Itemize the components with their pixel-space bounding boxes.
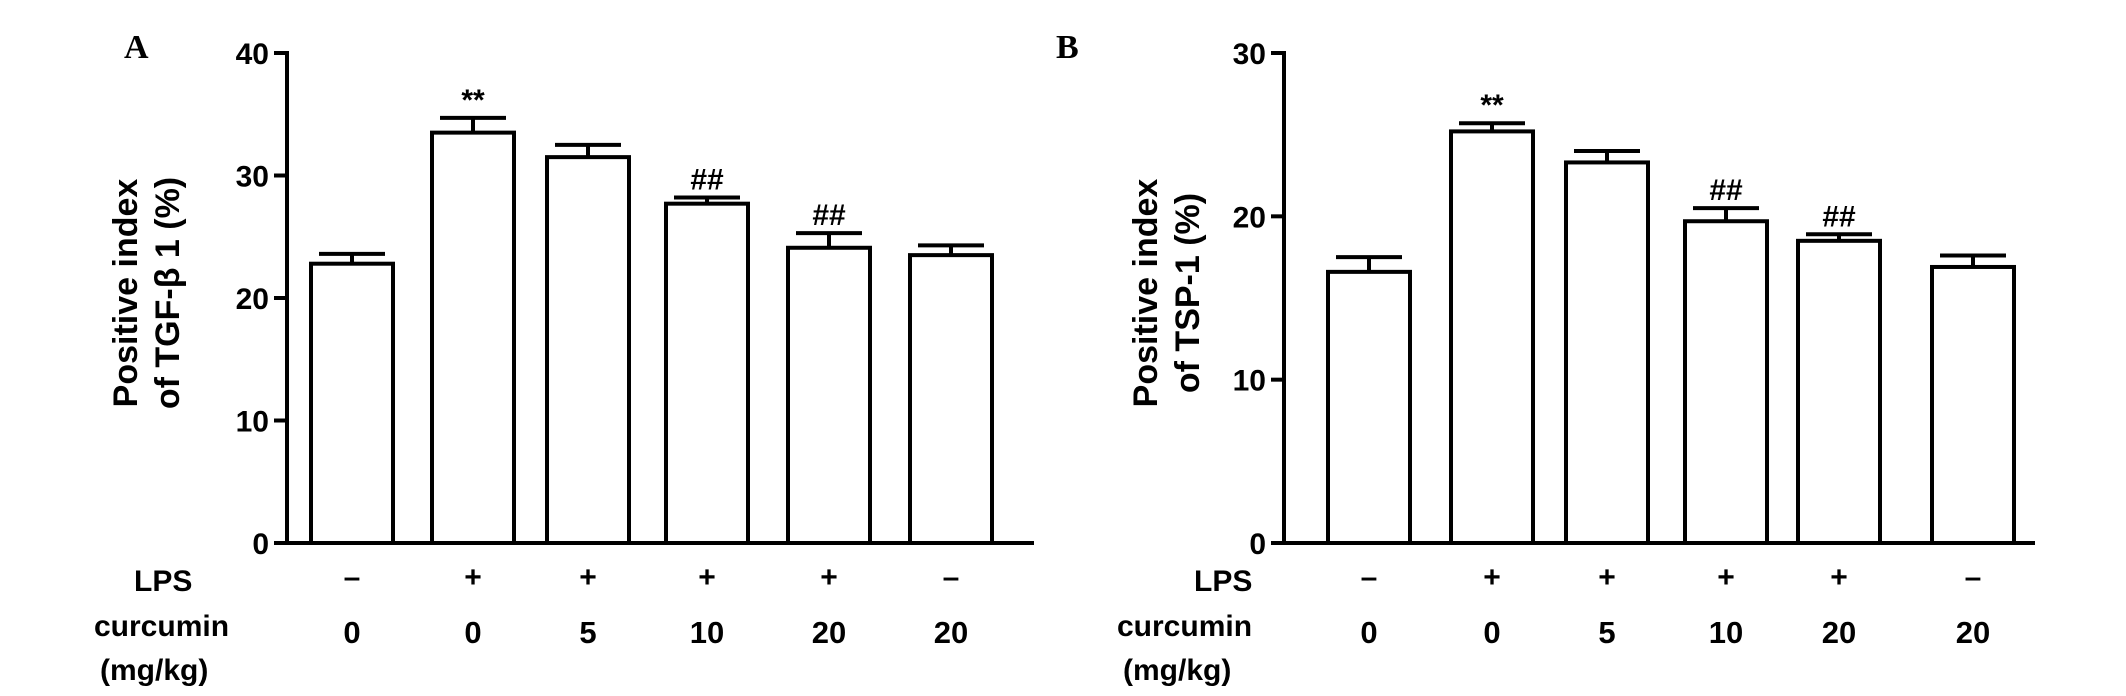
- panel-a-letter: A: [124, 29, 149, 66]
- panel-b-lps-symbol: –: [1965, 561, 1982, 594]
- panel-a-curcumin-row-label: curcumin: [94, 610, 229, 643]
- panel-a-lps-symbol: +: [579, 561, 597, 594]
- panel-b-curcumin-dose: 5: [1598, 615, 1615, 650]
- panel-a-lps-symbol: +: [698, 561, 716, 594]
- panel-a-y-tick-label: 40: [236, 38, 269, 71]
- panel-b-y-tick-label: 20: [1233, 201, 1266, 234]
- panel-b-lps-symbol: +: [1717, 561, 1735, 594]
- panel-a-bar: [430, 130, 516, 545]
- panel-b-significance-label: ##: [1822, 200, 1856, 233]
- panel-a-curcumin-dose: 0: [343, 615, 360, 650]
- panel-a-curcumin-dose: 0: [464, 615, 481, 650]
- panel-b-bar: [1449, 129, 1535, 545]
- panel-b-lps-symbol: +: [1830, 561, 1848, 594]
- panel-b-y-tick-label: 0: [1249, 528, 1266, 561]
- panel-b-curcumin-dose: 20: [1822, 615, 1856, 650]
- panel-b-lps-row-label: LPS: [1194, 565, 1252, 598]
- panel-a-y-tick-label: 10: [236, 406, 269, 439]
- panel-a-lps-symbol: +: [464, 561, 482, 594]
- panel-b-y-axis-label-line: of TSP-1 (%): [1169, 193, 1207, 393]
- panel-a-curcumin-dose: 20: [812, 615, 846, 650]
- panel-b-curcumin-dose: 0: [1360, 615, 1377, 650]
- panel-a-bar: [786, 245, 872, 545]
- panel-a-y-tick-label: 0: [252, 528, 269, 561]
- panel-a-bar: [545, 155, 631, 545]
- panel-a-bar: [664, 201, 750, 546]
- panel-a-bar: [908, 253, 994, 545]
- panel-a-y-tick-label: 20: [236, 283, 269, 316]
- panel-b-curcumin-dose: 10: [1709, 615, 1743, 650]
- panel-a-lps-symbol: +: [820, 561, 838, 594]
- panel-a-lps-symbol: –: [943, 561, 960, 594]
- panel-a-significance-label: ##: [812, 199, 846, 232]
- panel-a-bar: [309, 261, 395, 545]
- panel-a-lps-row-label: LPS: [134, 565, 192, 598]
- panel-b-lps-symbol: –: [1361, 561, 1378, 594]
- panel-b-bar: [1683, 219, 1769, 545]
- panel-b-lps-symbol: +: [1483, 561, 1501, 594]
- panel-a-unit-row-label: (mg/kg): [100, 654, 208, 687]
- panel-b-letter: B: [1056, 29, 1079, 66]
- panel-b-curcumin-row-label: curcumin: [1117, 610, 1252, 643]
- panel-b-lps-symbol: +: [1598, 561, 1616, 594]
- panel-b-y-axis-label: Positive index of TSP-1 (%): [1127, 179, 1207, 408]
- panel-b-significance-label: ##: [1709, 174, 1743, 207]
- panel-a-y-tick-label: 30: [236, 161, 269, 194]
- panel-b-bar: [1326, 269, 1412, 545]
- panel-a-y-axis-label: Positive index of TGF-β 1 (%): [107, 177, 187, 409]
- panel-a-significance-label: **: [461, 84, 485, 117]
- panel-b-y-tick-label: 10: [1233, 365, 1266, 398]
- panel-b-bar: [1564, 160, 1650, 546]
- panel-a-lps-symbol: –: [344, 561, 361, 594]
- panel-b-y-tick-label: 30: [1233, 38, 1266, 71]
- panel-a-curcumin-dose: 20: [934, 615, 968, 650]
- panel-a-significance-label: ##: [690, 164, 724, 197]
- panel-b-curcumin-dose: 0: [1483, 615, 1500, 650]
- panel-a-y-axis-label-line: Positive index: [107, 179, 145, 408]
- panel-a-curcumin-dose: 5: [579, 615, 596, 650]
- panel-a-curcumin-dose: 10: [690, 615, 724, 650]
- panel-b-y-axis-label-line: Positive index: [1127, 179, 1165, 408]
- panel-b-unit-row-label: (mg/kg): [1123, 654, 1231, 687]
- panel-a-y-axis-label-line: of TGF-β 1 (%): [149, 177, 187, 409]
- panel-b-significance-label: **: [1480, 89, 1504, 122]
- panel-b-bar: [1930, 264, 2016, 545]
- panel-b-curcumin-dose: 20: [1956, 615, 1990, 650]
- panel-b-bar: [1796, 238, 1882, 545]
